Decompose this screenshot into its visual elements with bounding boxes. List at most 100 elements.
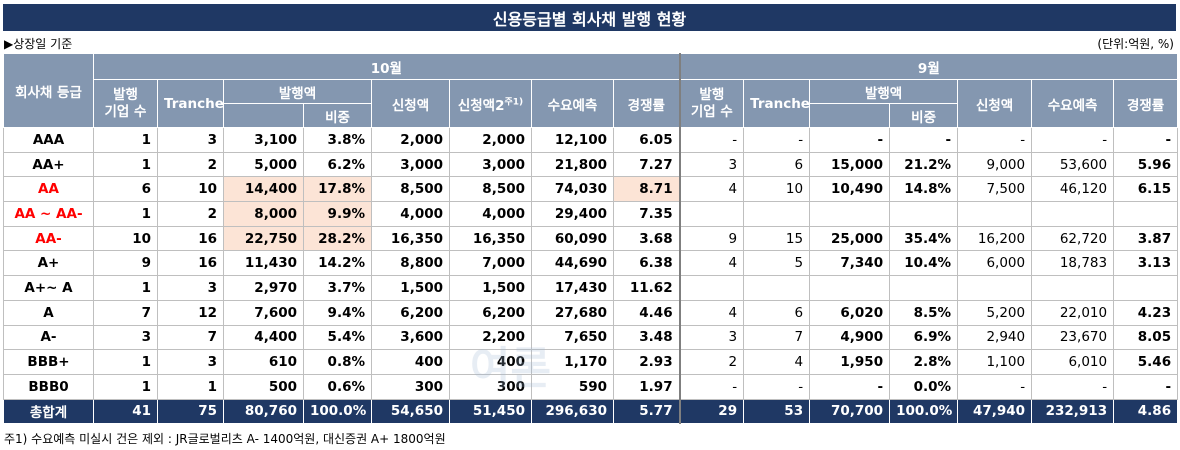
oct-cell: 9.9% [303,201,372,227]
oct-cell: 9 [93,250,158,277]
table-row: A 7 12 7,600 9.4% 6,200 6,200 27,680 4.46 4 6 6,020… [3,299,1179,326]
total-row: 총합계 41 75 80,760 100.0% 54,650 51,450 296,630 5.… [3,398,1179,425]
sep-cell: 4 [678,299,745,326]
oct-cell: 6,200 [371,299,450,326]
oct-cell: 2.93 [612,349,681,375]
oct-cell: 610 [223,349,304,375]
oct-cell: 3.7% [303,275,372,301]
sep-cell: - [1113,373,1179,400]
grade-cell: AA ~ AA- [3,201,94,227]
oct-cell: 1 [93,275,158,301]
oct-cell: 44,690 [531,250,614,277]
oct-cell: 1 [157,373,224,400]
oct-cell: 2,000 [371,127,450,153]
oct-cell: 300 [449,373,532,400]
oct-cell: 7,600 [223,299,304,326]
total-oct-cell: 75 [157,398,224,425]
oct-cell: 6.05 [612,127,681,153]
sep-cell: 5.46 [1113,349,1179,375]
oct-cell: 7 [157,324,224,351]
sep-cell: 2 [678,349,745,375]
oct-cell: 3,000 [371,151,450,178]
table-row: BBB0 1 1 500 0.6% 300 300 590 1.97- - -0.0% - - - [3,373,1179,400]
table-row: A+~ A 1 3 2,970 3.7% 1,500 1,500 17,430 11.62 [3,275,1179,301]
oct-cell: 3.68 [612,225,681,252]
sep-cell [743,201,811,227]
sep-cell: 4,900 [809,324,891,351]
sep-cell: - [1113,127,1179,153]
sep-cell: - [743,373,811,400]
sep-cell: 1,950 [809,349,891,375]
sep-cell: 6 [743,151,811,178]
total-sep-cell: 53 [743,398,811,425]
oct-cell: 9.4% [303,299,372,326]
oct-cell: 1 [93,201,158,227]
sep-cell: 7,340 [809,250,891,277]
sep-cell [809,201,891,227]
oct-cell: 6,200 [449,299,532,326]
oct-cell: 6 [93,176,158,203]
table-row: AAA 1 3 3,100 3.8% 2,000 2,000 12,100 6.05- - - - - -… [3,127,1179,153]
oct-cell: 8,000 [223,201,304,227]
unit-note: (단위:억원, %) [1097,36,1174,51]
oct-cell: 14,400 [223,176,304,203]
sep-cell [889,201,959,227]
issuance-table: 회사채 등급 10월 9월 발행 기업 수 Tranche 발행액 신청액 신청… [3,53,1179,425]
grade-cell: AA [3,176,94,203]
total-oct-cell: 80,760 [223,398,304,425]
sep-cell: 4.23 [1113,299,1179,326]
oct-cell: 12 [157,299,224,326]
oct-cell: 17.8% [303,176,372,203]
sep-cell: 62,720 [1031,225,1115,252]
total-sep-cell: 100.0% [889,398,959,425]
oct-cell: 6.38 [612,250,681,277]
grade-cell: BBB0 [3,373,94,400]
oct-cell: 500 [223,373,304,400]
sep-cell: 3 [678,324,745,351]
sep-cell: 4 [678,176,745,203]
sep-cell [957,201,1033,227]
oct-cell: 8,500 [449,176,532,203]
total-sep-cell: 70,700 [809,398,891,425]
oct-cell: 16,350 [371,225,450,252]
sep-cell: 4 [743,349,811,375]
oct-cell: 29,400 [531,201,614,227]
header-sep-demand: 수요예측 [1031,79,1115,128]
total-sep-cell: 4.86 [1113,398,1179,425]
oct-cell: 400 [449,349,532,375]
total-label: 총합계 [3,398,94,425]
header-oct-amount-blank [223,103,304,128]
sep-cell: 16,200 [957,225,1033,252]
subscription2-label: 신청액2 [457,97,505,114]
oct-cell: 1 [93,349,158,375]
sep-cell: 6.9% [889,324,959,351]
sep-cell: - [743,127,811,153]
page-title: 신용등급별 회사채 발행 현황 [3,4,1176,31]
total-sep-cell: 47,940 [957,398,1033,425]
sep-cell: 10,490 [809,176,891,203]
header-sep-share: 비중 [889,103,959,128]
sep-cell: 8.05 [1113,324,1179,351]
oct-cell: 6.2% [303,151,372,178]
sep-cell: 4 [678,250,745,277]
grade-cell: A- [3,324,94,351]
oct-cell: 1.97 [612,373,681,400]
oct-cell: 27,680 [531,299,614,326]
oct-cell: 300 [371,373,450,400]
header-sep-amount: 발행액 [809,79,959,104]
oct-cell: 7 [93,299,158,326]
header-oct-tranche: Tranche [157,79,224,128]
table-row: A+ 9 16 11,430 14.2% 8,800 7,000 44,690 6.38 4 5 7,… [3,250,1179,277]
sep-cell: 23,670 [1031,324,1115,351]
oct-cell: 12,100 [531,127,614,153]
sep-cell: - [809,127,891,153]
oct-cell: 2,970 [223,275,304,301]
table-row: A- 3 7 4,400 5.4% 3,600 2,200 7,650 3.48 3 7 4,900 6… [3,324,1179,351]
sep-cell: 15 [743,225,811,252]
sep-cell: 46,120 [1031,176,1115,203]
header-sep-ratio: 경쟁률 [1113,79,1179,128]
grade-cell: AA+ [3,151,94,178]
sep-cell: 3.87 [1113,225,1179,252]
table-row: AA+ 1 2 5,000 6.2% 3,000 3,000 21,800 7.27 3 6 15,0… [3,151,1179,178]
oct-cell: 10 [93,225,158,252]
